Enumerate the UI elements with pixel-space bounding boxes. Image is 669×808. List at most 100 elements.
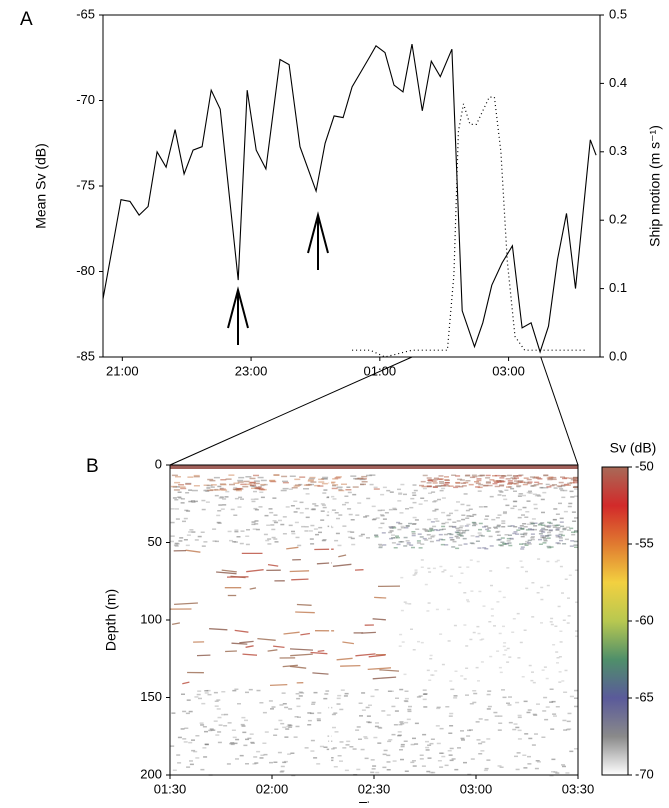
echo-speck [491, 519, 495, 521]
echo-speck [425, 741, 429, 743]
x-tick-label: 23:00 [235, 363, 268, 378]
echo-speck [535, 495, 539, 497]
echo-speck [514, 756, 518, 758]
echo-speck [186, 545, 190, 547]
echo-speck [495, 486, 500, 488]
echo-speck [552, 713, 556, 715]
echo-speck [375, 722, 379, 724]
echo-speck [322, 504, 326, 506]
echo-speck [562, 478, 567, 480]
echo-speck [408, 706, 412, 708]
echo-speck [396, 522, 400, 524]
echo-speck [562, 766, 566, 768]
echo-speck [415, 572, 418, 574]
echo-speck [217, 522, 221, 524]
echo-speck [449, 680, 452, 682]
echo-speck [215, 734, 219, 736]
echo-speck [555, 651, 558, 653]
echo-speck [568, 615, 571, 617]
echo-speck [283, 488, 289, 490]
echo-speck [449, 485, 454, 487]
echo-speck [189, 529, 193, 531]
echo-speck [484, 506, 488, 508]
echo-speck [466, 566, 469, 568]
echo-streak [374, 597, 386, 598]
echo-speck [480, 475, 485, 477]
echo-speck [187, 476, 193, 478]
echo-speck [559, 482, 564, 484]
echo-speck [186, 766, 190, 768]
echo-speck [241, 717, 245, 719]
echo-speck [337, 698, 341, 700]
echo-speck [291, 531, 295, 533]
echo-speck [322, 492, 326, 494]
echo-speck [439, 566, 442, 568]
echo-speck [431, 739, 435, 741]
echo-speck [550, 689, 554, 691]
echo-speck [553, 508, 557, 510]
echo-speck [516, 482, 521, 484]
echo-speck [405, 771, 409, 773]
echo-speck [440, 490, 444, 492]
echo-speck [332, 488, 338, 490]
echo-speck [478, 591, 481, 593]
echo-speck [544, 719, 548, 721]
echo-speck [423, 488, 427, 490]
echo-speck [462, 532, 466, 534]
echo-speck [560, 476, 565, 478]
echo-speck [487, 527, 491, 529]
echo-speck [235, 758, 239, 760]
echo-speck [368, 722, 372, 724]
echo-speck [541, 528, 545, 530]
echo-speck [404, 741, 408, 743]
echo-speck [557, 657, 560, 659]
echo-speck [237, 480, 243, 482]
echo-speck [310, 525, 314, 527]
echo-speck [351, 519, 355, 521]
echo-speck [454, 625, 457, 627]
echo-speck [412, 495, 416, 497]
echo-speck [391, 706, 395, 708]
echo-speck [195, 735, 199, 737]
echo-speck [469, 639, 472, 641]
echo-speck [428, 571, 431, 573]
echo-speck [522, 523, 526, 525]
echo-speck [543, 697, 547, 699]
echo-speck [323, 698, 327, 700]
echo-speck [371, 696, 375, 698]
y-tick-label: -65 [76, 6, 95, 21]
echo-speck [532, 518, 536, 520]
echo-speck [217, 510, 221, 512]
echo-speck [441, 539, 445, 541]
echo-speck [498, 715, 502, 717]
echo-speck [501, 537, 505, 539]
echo-speck [174, 482, 180, 484]
echo-speck [184, 539, 188, 541]
echo-speck [397, 544, 401, 546]
echo-speck [174, 489, 180, 491]
y-tick-label: 100 [140, 611, 162, 626]
echo-speck [437, 743, 441, 745]
echo-speck [494, 482, 499, 484]
echo-speck [542, 710, 546, 712]
echo-speck [460, 675, 463, 677]
echo-speck [503, 642, 506, 644]
echo-speck [413, 765, 417, 767]
echo-speck [380, 514, 384, 516]
echo-speck [521, 566, 524, 568]
echo-speck [499, 667, 502, 669]
echo-speck [379, 547, 383, 549]
echo-speck [546, 561, 549, 563]
echo-speck [503, 499, 507, 501]
echo-speck [482, 547, 486, 549]
echo-speck [465, 475, 470, 477]
echo-speck [305, 508, 309, 510]
echo-speck [422, 765, 426, 767]
echo-speck [282, 727, 286, 729]
echo-speck [421, 567, 424, 569]
echo-speck [325, 690, 329, 692]
echo-speck [430, 674, 433, 676]
echo-speck [318, 532, 322, 534]
echo-speck [250, 733, 254, 735]
echo-speck [258, 477, 264, 479]
